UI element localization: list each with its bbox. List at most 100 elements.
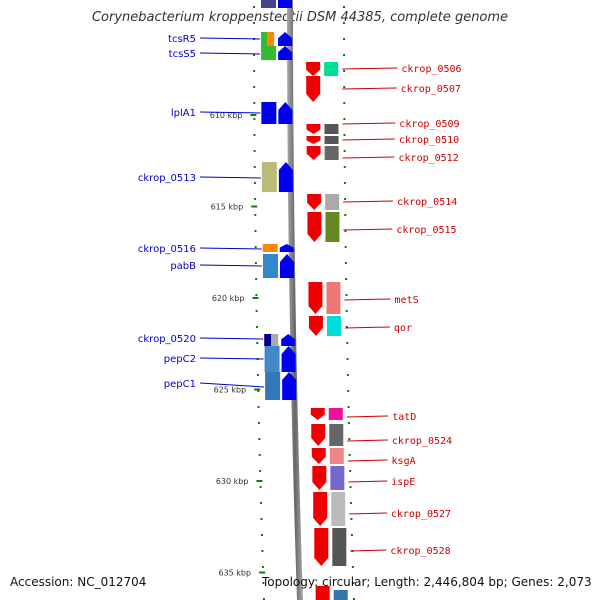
gene-label: pepC2 (164, 354, 196, 365)
minor-tick (253, 22, 256, 24)
gene-label: ispE (391, 477, 415, 488)
minor-tick (260, 502, 263, 504)
minor-tick (343, 22, 346, 24)
cog-box (333, 590, 348, 600)
minor-tick (256, 374, 259, 376)
minor-tick (253, 86, 256, 88)
cog-box (324, 136, 339, 144)
minor-tick (343, 166, 346, 168)
minor-tick (343, 70, 346, 72)
label-leader (199, 382, 265, 388)
label-leader (342, 156, 395, 159)
gene-label: ckrop_0527 (391, 509, 451, 520)
label-leader (199, 357, 264, 360)
minor-tick (349, 470, 352, 472)
minor-tick (346, 342, 349, 344)
cog-box (261, 46, 277, 60)
kbp-label: 615 kbp (211, 203, 244, 212)
minor-tick (347, 390, 350, 392)
minor-tick (343, 38, 346, 40)
minor-tick (261, 566, 264, 568)
minor-tick (258, 438, 261, 440)
minor-tick (343, 118, 346, 120)
gene-arrow (308, 282, 323, 314)
cog-box (324, 124, 339, 134)
gene-arrow (306, 136, 321, 144)
minor-tick (253, 150, 256, 152)
minor-tick (261, 550, 264, 552)
minor-tick (343, 134, 346, 136)
minor-tick (262, 598, 265, 600)
gene-arrow (279, 244, 294, 252)
kbp-label: 625 kbp (214, 386, 247, 395)
cog-box (329, 448, 344, 464)
gene-arrow (307, 194, 322, 210)
gene-arrow (314, 528, 329, 566)
minor-tick (348, 438, 351, 440)
cog-box (264, 334, 272, 346)
label-leader (199, 37, 261, 40)
gene-label: ckrop_0514 (397, 197, 457, 208)
minor-tick (347, 422, 350, 424)
gene-label: pabB (170, 261, 196, 272)
minor-tick (348, 454, 351, 456)
map-title: Corynebacterium kroppenstedtii DSM 44385… (91, 10, 509, 25)
gene-label: tcsR5 (168, 34, 196, 45)
cog-box (326, 316, 341, 336)
gene-label: ckrop_0506 (401, 64, 461, 75)
minor-tick (350, 534, 353, 536)
minor-tick (349, 486, 352, 488)
cog-box (264, 346, 280, 372)
minor-tick (257, 390, 260, 392)
minor-tick (256, 342, 259, 344)
minor-tick (255, 294, 258, 296)
cog-box (261, 102, 277, 124)
gene-label: ckrop_0507 (401, 84, 461, 95)
minor-tick (345, 326, 348, 328)
label-leader (199, 52, 261, 55)
backbone (287, 0, 303, 600)
minor-tick (258, 454, 261, 456)
label-leader (199, 264, 262, 267)
kbp-label: 635 kbp (218, 569, 251, 578)
minor-tick (350, 502, 353, 504)
minor-tick (253, 182, 256, 184)
minor-tick (344, 214, 347, 216)
gene-arrow (313, 492, 328, 526)
cog-box (261, 32, 268, 46)
label-leader (347, 439, 388, 442)
label-leader (199, 337, 264, 340)
label-leader (347, 459, 388, 462)
minor-tick (255, 278, 258, 280)
label-leader (342, 87, 397, 90)
gene-arrow (278, 0, 292, 8)
label-leader (343, 200, 394, 203)
cog-box (261, 0, 276, 8)
accession-label: Accession: NC_012704 (10, 575, 147, 589)
minor-tick (344, 230, 347, 232)
minor-tick (346, 374, 349, 376)
cog-box (262, 254, 278, 278)
cog-box (328, 408, 343, 420)
gene-label: ckrop_0515 (396, 225, 456, 236)
minor-tick (352, 582, 355, 584)
cog-box (261, 162, 277, 192)
cog-box (325, 194, 340, 210)
cog-box (324, 62, 339, 76)
gene-arrow (279, 254, 294, 278)
gene-arrow (306, 62, 321, 76)
tick-marks: 610 kbp 615 kbp 620 kbp 625 kbp 630 kbp 635 k… (210, 6, 355, 600)
kbp-tick (252, 297, 259, 299)
minor-tick (343, 182, 346, 184)
label-leader (344, 298, 391, 301)
minor-tick (350, 518, 353, 520)
label-leader (349, 512, 387, 515)
kbp-tick (256, 480, 263, 482)
minor-tick (344, 262, 347, 264)
minor-tick (254, 230, 257, 232)
minor-tick (254, 262, 257, 264)
label-leader (343, 228, 393, 231)
gene-label: metS (395, 295, 419, 306)
gene-arrow (281, 334, 296, 346)
kbp-label: 630 kbp (216, 477, 249, 486)
